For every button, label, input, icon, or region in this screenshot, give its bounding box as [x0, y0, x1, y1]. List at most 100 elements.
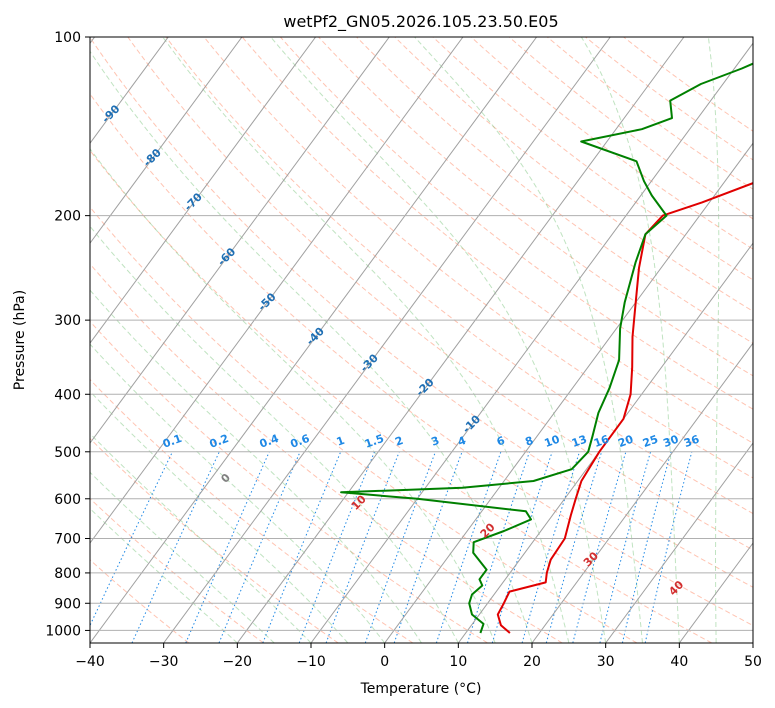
mixing-ratio-label: 0.4 — [258, 432, 281, 451]
dry-adiabat-line — [90, 149, 712, 643]
x-tick-label: 0 — [380, 654, 389, 670]
x-tick-label: −10 — [296, 654, 326, 670]
mixing-ratio-line — [644, 451, 693, 643]
plot-area: -100-90-80-70-60-50-40-30-20-100.10.20.4… — [90, 37, 753, 643]
y-tick-label: 500 — [54, 445, 81, 461]
mixing-ratio-label: 1.5 — [363, 432, 386, 451]
isotherm-line — [310, 42, 753, 643]
x-tick-label: −30 — [149, 654, 179, 670]
dry-adiabat-line — [546, 37, 753, 190]
isotherm-line — [457, 242, 753, 643]
mixing-ratio-label: 2 — [393, 434, 405, 449]
dry-adiabat-line — [90, 37, 753, 588]
plot-title: wetPf2_GN05.2026.105.23.50.E05 — [283, 12, 558, 32]
y-tick-label: 300 — [54, 313, 81, 329]
x-tick-label: 10 — [449, 654, 467, 670]
mixing-ratio-line — [572, 451, 627, 643]
isotherm-line — [90, 37, 538, 643]
y-tick-label: 200 — [54, 209, 81, 225]
mixing-ratio-line — [131, 451, 220, 643]
mixing-ratio-line — [90, 451, 173, 627]
dry-adiabat-line — [280, 37, 753, 410]
mixing-ratio-label: 3 — [429, 434, 441, 449]
moist-adiabat-line — [90, 390, 349, 643]
plot-frame — [89, 36, 754, 644]
y-tick-label: 900 — [54, 596, 81, 612]
x-axis-title: Temperature (°C) — [360, 681, 482, 697]
dry-adiabat-line — [356, 37, 753, 344]
dry-adiabat-line — [318, 37, 753, 377]
moist-adiabat-line — [580, 37, 680, 643]
moist-adiabat-line — [414, 37, 643, 643]
x-tick-label: 40 — [670, 654, 688, 670]
temperature-trace — [496, 182, 753, 634]
moist-adiabat-line — [162, 37, 570, 643]
x-tick-label: 20 — [523, 654, 541, 670]
mixing-ratio-line — [218, 451, 301, 643]
mixing-ratio-line — [521, 451, 580, 643]
x-tick-label: 50 — [744, 654, 762, 670]
isotherm-line — [90, 37, 390, 444]
isotherm-line — [236, 37, 685, 643]
mixing-ratio-label: 6 — [495, 434, 507, 449]
y-axis-title: Pressure (hPa) — [12, 290, 28, 390]
moist-adiabat-line — [270, 37, 607, 643]
mixing-ratio-label: 10 — [543, 432, 562, 450]
isotherm-line — [384, 142, 753, 643]
profile-traces — [340, 62, 753, 634]
dry-adiabat-line — [90, 497, 264, 643]
isotherm-line — [90, 37, 317, 344]
y-tick-label: 600 — [54, 492, 81, 508]
dry-adiabat-line — [127, 37, 753, 551]
isotherm-line — [605, 442, 753, 643]
x-tick-label: 30 — [597, 654, 615, 670]
mixing-ratio-line — [435, 451, 502, 643]
dry-adiabat-line — [585, 37, 753, 161]
moist-adiabat-line — [90, 225, 459, 643]
isotherm-line — [90, 37, 243, 245]
mixing-ratio-label: 1 — [335, 434, 347, 449]
mixing-ratio-line — [491, 451, 553, 643]
mixing-ratio-line — [393, 451, 463, 643]
pressure-gridlines — [90, 37, 753, 631]
moist-adiabat-line — [707, 37, 720, 643]
mixing-ratio-label: 20 — [616, 432, 635, 450]
mixing-ratio-label: 4 — [456, 434, 468, 449]
y-tick-label: 700 — [54, 532, 81, 548]
y-axis: 100 200 300 400 500 600 700 800 900 1000 — [45, 30, 90, 639]
mixing-ratio-label: 8 — [523, 434, 535, 449]
x-axis: −40 −30 −20 −10 0 10 20 30 40 50 — [75, 643, 762, 670]
dry-adiabat-line — [90, 206, 638, 643]
mixing-ratio-line — [599, 451, 652, 643]
moist-adiabat-line — [90, 289, 422, 643]
y-tick-label: 1000 — [45, 623, 81, 639]
dry-adiabat-line — [203, 37, 753, 479]
mixing-ratio-label: 13 — [570, 433, 589, 450]
mixing-ratio-label: 25 — [641, 433, 660, 450]
mixing-ratio-label: 0.1 — [161, 432, 184, 451]
mixing-ratio-label: 0.6 — [289, 432, 312, 451]
dewpoint-trace — [340, 62, 753, 634]
dry-adiabat-line — [394, 37, 753, 312]
mixing-ratio-line — [467, 451, 530, 643]
isotherm-line — [90, 37, 464, 544]
y-tick-label: 800 — [54, 566, 81, 582]
x-tick-label: −20 — [223, 654, 253, 670]
isotherm-line — [90, 37, 169, 145]
mixing-ratio-label: 16 — [592, 432, 611, 450]
dry-adiabat-line — [470, 37, 753, 250]
dry-adiabats — [90, 37, 753, 643]
dry-adiabat-line — [90, 263, 563, 643]
mixing-ratio-label: 30 — [661, 432, 680, 450]
mixing-ratio-line — [621, 451, 672, 643]
isotherm-line — [163, 37, 611, 643]
mixing-ratio-line — [185, 451, 270, 643]
mixing-ratio-lines — [90, 451, 693, 643]
dry-adiabat-line — [241, 37, 753, 444]
x-tick-label: −40 — [75, 654, 105, 670]
isotherm-lines — [90, 37, 753, 643]
dry-adiabat-line — [90, 93, 753, 627]
isotherm-line — [531, 342, 753, 643]
mixing-ratio-label: 36 — [682, 432, 701, 450]
